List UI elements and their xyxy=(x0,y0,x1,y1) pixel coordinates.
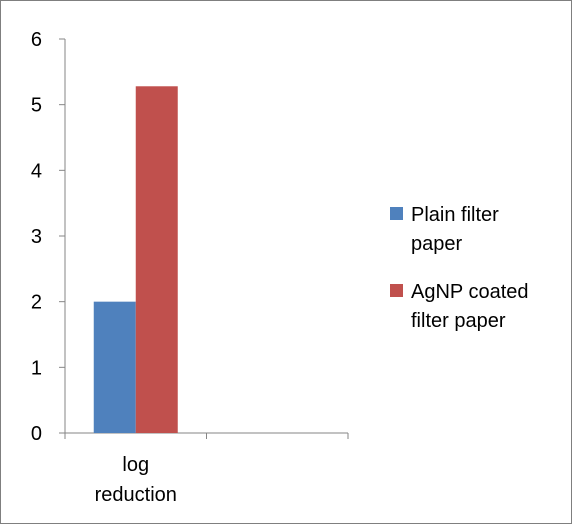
bar-agnp-coated-filter-paper xyxy=(136,86,178,433)
y-tick-label: 0 xyxy=(31,423,42,445)
bar-plain-filter-paper xyxy=(94,302,136,433)
y-tick-label: 2 xyxy=(31,292,42,314)
legend: Plain filter paper AgNP coated filter paper xyxy=(390,204,529,332)
y-tick-label: 1 xyxy=(31,357,42,379)
legend-swatch xyxy=(390,207,403,220)
y-tick-label: 3 xyxy=(31,226,42,248)
bars xyxy=(94,86,178,433)
legend-label: Plain filter paper xyxy=(411,204,499,255)
y-tick-label: 4 xyxy=(31,160,42,182)
y-tick-label: 5 xyxy=(31,95,42,117)
legend-label: AgNP coated filter paper xyxy=(411,281,529,332)
y-tick-label: 6 xyxy=(31,29,42,51)
legend-swatch xyxy=(390,284,403,297)
x-category-label: log reduction xyxy=(95,454,177,506)
